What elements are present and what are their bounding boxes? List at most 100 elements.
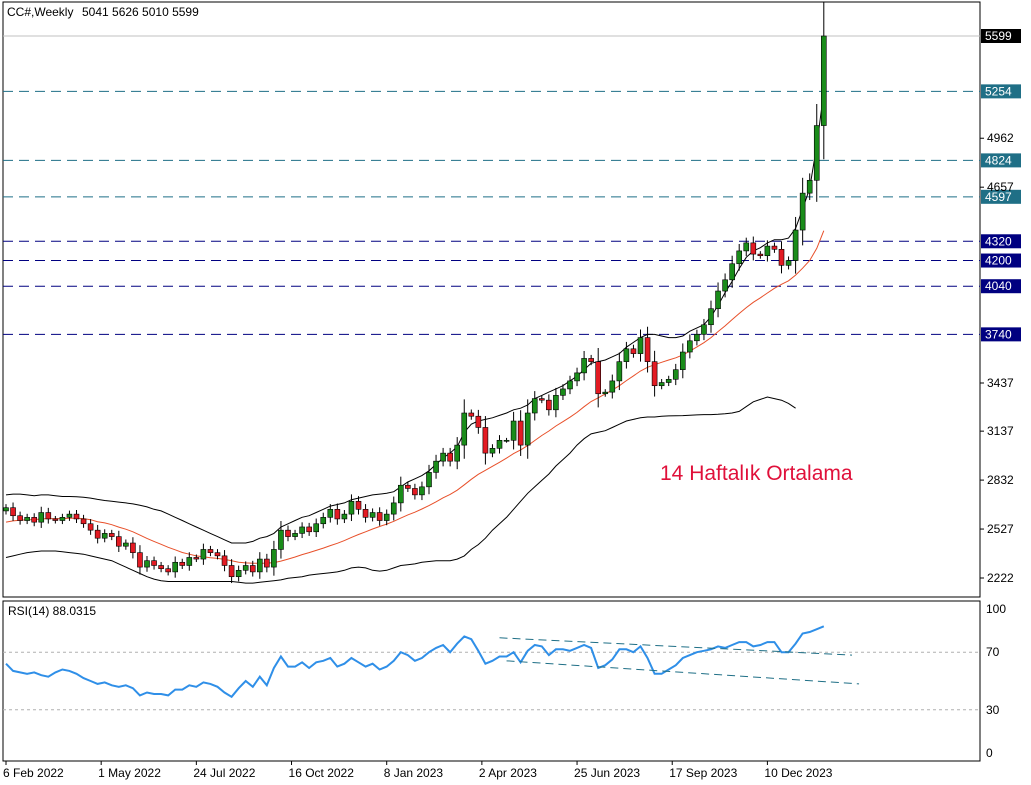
candle-body xyxy=(390,502,397,515)
candle-body xyxy=(623,348,630,362)
band-upper-line xyxy=(5,91,825,544)
candle-body xyxy=(59,517,66,521)
candle-body xyxy=(214,552,221,557)
candle-body xyxy=(701,324,707,335)
candle-body xyxy=(440,452,446,462)
candle-body xyxy=(165,568,171,573)
candle-body xyxy=(355,500,362,510)
price-tick-2222: 2222 xyxy=(987,571,1014,585)
candle-body xyxy=(137,552,143,568)
candle-body xyxy=(524,412,531,446)
candle-body xyxy=(778,249,785,266)
candle-body xyxy=(228,565,235,578)
price-tick-2832: 2832 xyxy=(987,473,1014,487)
candle-body xyxy=(186,557,193,566)
candle-body xyxy=(87,523,94,531)
candle-body xyxy=(73,513,80,520)
candle-body xyxy=(320,517,327,525)
rsi-panel: 0 30 70 100 xyxy=(3,602,1006,760)
level-label-4320: 4320 xyxy=(985,234,1012,248)
candle-body xyxy=(454,444,461,462)
candle-body xyxy=(397,484,404,504)
candle-body xyxy=(630,348,637,354)
rsi-tick-0: 0 xyxy=(986,746,993,760)
ma14-line xyxy=(5,230,825,564)
candle-body xyxy=(567,380,573,390)
candle-body xyxy=(158,565,164,569)
price-tick-4657: 4657 xyxy=(987,180,1014,194)
candle-body xyxy=(313,523,320,533)
candle-body xyxy=(715,290,721,309)
candle-body xyxy=(193,557,200,560)
main-panel-frame xyxy=(2,1,981,598)
candle-body xyxy=(757,253,764,257)
moving-average xyxy=(5,230,825,564)
candle-body xyxy=(221,555,228,566)
candle-body xyxy=(285,529,291,537)
candle-body xyxy=(369,512,376,518)
candle-body xyxy=(45,512,52,520)
candle-body xyxy=(433,460,439,473)
candle-body xyxy=(101,533,108,539)
candle-body xyxy=(588,358,594,362)
candle-body xyxy=(665,379,672,383)
candle-body xyxy=(517,420,524,446)
candle-body xyxy=(813,125,820,181)
candle-body xyxy=(482,427,489,454)
candle-body xyxy=(383,513,390,521)
candle-body xyxy=(651,361,658,387)
candle-body xyxy=(729,263,735,281)
price-tick-3437: 3437 xyxy=(987,376,1014,390)
rsi-tick-70: 70 xyxy=(986,645,1000,659)
candle-body xyxy=(468,412,475,417)
candle-body xyxy=(151,560,157,566)
rsi-panel-frame xyxy=(2,600,981,762)
level-label-4040: 4040 xyxy=(985,279,1012,293)
candle-body xyxy=(31,517,38,523)
candle-body xyxy=(17,515,23,521)
chart-ohlc: 5041 5626 5010 5599 xyxy=(82,5,199,19)
level-badge-4200 xyxy=(981,253,1021,268)
candle-body xyxy=(3,507,9,512)
candle-body xyxy=(799,192,806,231)
candle-body xyxy=(278,529,284,550)
candle-body xyxy=(256,558,263,573)
candle-body xyxy=(249,565,256,573)
rsi-line xyxy=(5,625,825,699)
level-badge-3740 xyxy=(981,327,1021,342)
candle-body xyxy=(581,358,587,374)
price-tick-3137: 3137 xyxy=(987,424,1014,438)
candle-body xyxy=(764,245,771,257)
candle-body xyxy=(10,507,16,517)
candle-body xyxy=(172,561,178,573)
candle-body xyxy=(306,526,312,533)
candle-body xyxy=(679,351,686,370)
candle-body xyxy=(820,35,827,126)
price-tick-2527: 2527 xyxy=(987,522,1014,536)
candle-body xyxy=(123,542,129,547)
candle-body xyxy=(574,372,580,382)
candle-body xyxy=(496,439,503,449)
candle-body xyxy=(419,486,425,496)
candle-body xyxy=(179,561,186,566)
candle-body xyxy=(130,542,136,553)
candle-body xyxy=(144,560,150,568)
candle-body xyxy=(602,391,609,395)
candle-body xyxy=(736,250,743,265)
candle-body xyxy=(553,395,559,411)
level-badge-5254 xyxy=(981,84,1021,99)
candle-body xyxy=(743,242,750,252)
candle-body xyxy=(658,382,665,387)
candle-body xyxy=(80,518,87,525)
candle-body xyxy=(412,488,418,496)
candle-body xyxy=(616,361,623,382)
bollinger-bands xyxy=(5,91,825,584)
date-tick-label: 24 Jul 2022 xyxy=(193,766,255,780)
date-tick-label: 2 Apr 2023 xyxy=(479,766,537,780)
candle-body xyxy=(376,512,383,521)
candle-body xyxy=(348,500,355,515)
candle-body xyxy=(503,439,510,442)
candle-body xyxy=(785,260,792,266)
candle-body xyxy=(116,536,122,547)
